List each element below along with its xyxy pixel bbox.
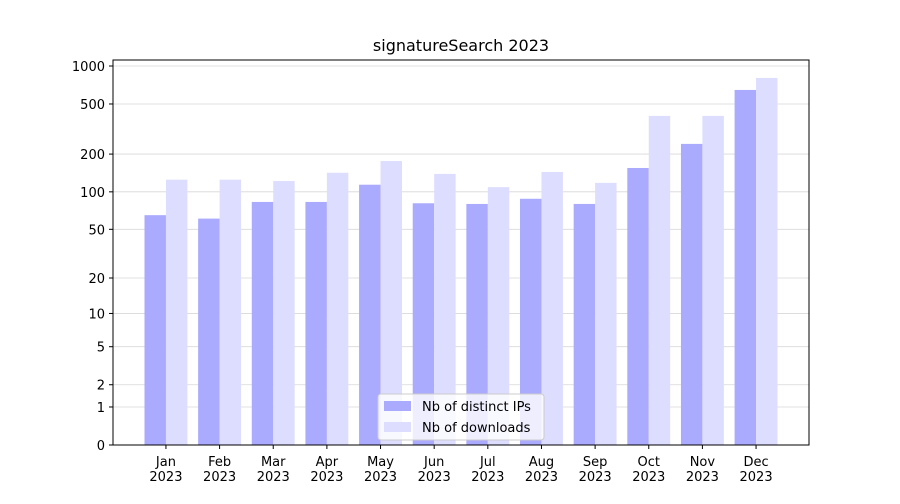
legend: Nb of distinct IPs Nb of downloads (377, 393, 545, 441)
legend-label: Nb of downloads (422, 421, 531, 436)
y-tick-label: 0 (97, 439, 105, 454)
bar (466, 203, 488, 445)
bar (627, 167, 649, 445)
y-tick-label: 1 (97, 401, 105, 416)
x-tick-label: Dec 2023 (740, 455, 773, 485)
x-tick-label: Apr 2023 (310, 455, 343, 485)
bar (251, 201, 274, 445)
x-tick-label: Nov 2023 (686, 455, 719, 485)
x-tick-label: Mar 2023 (257, 455, 290, 485)
chart-title: signatureSearch 2023 (373, 36, 549, 55)
bar (680, 143, 703, 445)
bar (326, 172, 349, 445)
bar (380, 161, 402, 445)
x-tick-label: Oct 2023 (632, 455, 665, 485)
bar (702, 115, 724, 445)
bar (648, 115, 671, 445)
bar (434, 173, 456, 445)
x-tick-label: Feb 2023 (203, 455, 236, 485)
y-tick-label: 100 (80, 186, 105, 201)
bar (734, 89, 757, 445)
bar (305, 201, 327, 445)
y-tick-label: 5 (97, 341, 105, 356)
x-tick-label: Jul 2023 (471, 455, 504, 485)
bar (412, 203, 435, 445)
y-tick-label: 50 (88, 223, 105, 238)
bar (756, 77, 778, 445)
x-tick-label: May 2023 (364, 455, 397, 485)
bar (144, 215, 166, 445)
x-tick-label: Sep 2023 (579, 455, 612, 485)
bar (165, 179, 188, 446)
bar (541, 171, 563, 445)
legend-label: Nb of distinct IPs (422, 400, 531, 415)
y-tick-label: 10 (88, 307, 105, 322)
bar (520, 198, 542, 445)
bar (573, 203, 596, 445)
bar (273, 181, 295, 445)
legend-box (377, 393, 545, 441)
x-tick-label: Jan 2023 (149, 455, 182, 485)
y-tick-label: 20 (88, 272, 105, 287)
y-tick-label: 1000 (72, 60, 105, 75)
legend-swatch (384, 422, 411, 432)
bar (198, 218, 220, 445)
bar (595, 182, 617, 445)
x-tick-label: Jun 2023 (418, 455, 451, 485)
bar (359, 184, 381, 445)
bar (487, 187, 510, 445)
y-tick-label: 200 (80, 148, 105, 163)
legend-swatch (384, 401, 411, 411)
y-tick-label: 2 (97, 379, 105, 394)
bar (219, 179, 242, 446)
plot-frame (112, 59, 810, 446)
y-tick-label: 500 (80, 98, 105, 113)
x-tick-label: Aug 2023 (525, 455, 558, 485)
